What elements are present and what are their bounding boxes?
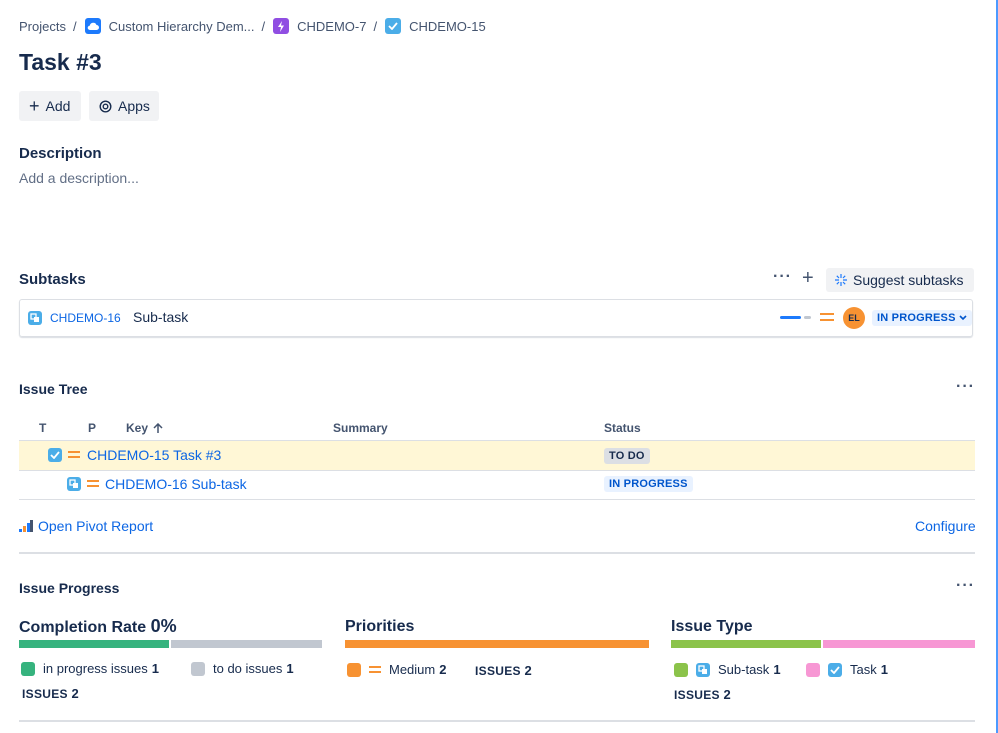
subtask-icon xyxy=(67,477,81,491)
priorities-issues-total: ISSUES 2 xyxy=(475,663,532,678)
suggest-subtasks-button[interactable]: Suggest subtasks xyxy=(826,268,974,292)
table-row[interactable]: CHDEMO-16 Sub-task IN PROGRESS xyxy=(19,471,975,500)
window-edge xyxy=(996,0,998,733)
completion-bar xyxy=(19,640,322,648)
breadcrumb-separator: / xyxy=(72,18,77,34)
assignee-avatar[interactable]: EL xyxy=(843,307,865,329)
column-header-key[interactable]: Key xyxy=(126,421,163,435)
legend-swatch xyxy=(21,661,35,676)
issue-progress-more-icon[interactable]: ··· xyxy=(956,577,975,594)
subtask-status-dropdown[interactable]: IN PROGRESS xyxy=(872,310,972,326)
column-header-type[interactable]: T xyxy=(39,421,47,435)
epic-icon xyxy=(273,18,290,34)
pivot-chart-icon xyxy=(19,519,33,533)
status-badge: TO DO xyxy=(604,448,650,464)
subtask-row[interactable]: CHDEMO-16 Sub-task EL IN PROGRESS xyxy=(19,299,973,337)
priorities-segment-medium[interactable] xyxy=(345,640,649,648)
legend-swatch xyxy=(191,661,205,676)
table-row[interactable]: CHDEMO-15 Task #3 TO DO xyxy=(19,441,975,470)
issue-link[interactable]: CHDEMO-16 Sub-task xyxy=(105,476,247,492)
priority-medium-icon xyxy=(820,312,834,322)
priorities-title: Priorities xyxy=(345,618,415,635)
completion-issues-total: ISSUES 2 xyxy=(22,686,79,701)
priority-medium-icon xyxy=(68,450,80,460)
legend-medium[interactable]: Medium 2 xyxy=(347,662,446,677)
issue-tree-heading: Issue Tree xyxy=(19,381,88,397)
open-pivot-report-link[interactable]: Open Pivot Report xyxy=(19,518,153,534)
sort-ascending-icon xyxy=(153,422,163,434)
issue-type-segment-subtask[interactable] xyxy=(671,640,821,648)
apps-icon xyxy=(99,99,112,113)
priority-medium-icon xyxy=(369,665,381,675)
issue-type-segment-task[interactable] xyxy=(823,640,975,648)
subtask-icon xyxy=(28,311,42,325)
subtask-icon xyxy=(696,662,710,677)
section-divider xyxy=(19,552,975,554)
table-divider xyxy=(19,499,975,500)
breadcrumb-separator: / xyxy=(373,18,378,34)
subtask-key-link[interactable]: CHDEMO-16 xyxy=(50,311,121,325)
table-divider xyxy=(19,470,975,471)
table-divider xyxy=(19,440,975,441)
breadcrumb-project[interactable]: Custom Hierarchy Dem... xyxy=(84,18,255,34)
configure-link[interactable]: Configure xyxy=(915,518,976,534)
subtask-progress-bar xyxy=(780,316,811,319)
add-subtask-icon[interactable]: + xyxy=(802,267,814,289)
legend-swatch xyxy=(347,662,361,677)
priorities-bar xyxy=(345,640,649,648)
legend-swatch xyxy=(674,662,688,677)
task-icon xyxy=(385,18,402,34)
task-icon xyxy=(48,448,62,462)
completion-segment-todo[interactable] xyxy=(170,640,322,648)
legend-in-progress[interactable]: in progress issues 1 xyxy=(21,661,159,676)
priority-medium-icon xyxy=(87,479,99,489)
breadcrumb: Projects / Custom Hierarchy Dem... / CHD… xyxy=(19,18,486,34)
add-button[interactable]: + Add xyxy=(19,91,81,121)
issue-progress-heading: Issue Progress xyxy=(19,580,120,596)
status-badge: IN PROGRESS xyxy=(604,476,693,492)
page-title: Task #3 xyxy=(19,49,102,75)
subtasks-heading: Subtasks xyxy=(19,271,86,288)
task-icon xyxy=(828,662,842,677)
cloud-project-icon xyxy=(84,18,101,34)
description-input[interactable]: Add a description... xyxy=(19,170,139,186)
legend-task[interactable]: Task 1 xyxy=(806,662,888,677)
subtask-summary[interactable]: Sub-task xyxy=(133,309,189,325)
plus-icon: + xyxy=(29,96,40,116)
completion-segment-in-progress[interactable] xyxy=(19,640,169,648)
column-header-status[interactable]: Status xyxy=(604,421,641,435)
breadcrumb-projects[interactable]: Projects xyxy=(19,18,66,34)
issue-tree-more-icon[interactable]: ··· xyxy=(956,378,975,395)
description-heading: Description xyxy=(19,145,102,162)
apps-button[interactable]: Apps xyxy=(89,91,159,121)
issue-link[interactable]: CHDEMO-15 Task #3 xyxy=(87,447,222,463)
issue-type-issues-total: ISSUES 2 xyxy=(674,687,731,702)
completion-rate-value: 0% xyxy=(150,616,177,636)
breadcrumb-epic[interactable]: CHDEMO-7 xyxy=(273,18,366,34)
subtasks-more-icon[interactable]: ··· xyxy=(773,268,792,285)
column-header-summary[interactable]: Summary xyxy=(333,421,388,435)
chevron-down-icon xyxy=(959,315,967,321)
legend-todo[interactable]: to do issues 1 xyxy=(191,661,294,676)
breadcrumb-separator: / xyxy=(261,18,266,34)
completion-rate-title: Completion Rate 0% xyxy=(19,616,177,636)
legend-swatch xyxy=(806,662,820,677)
issue-type-title: Issue Type xyxy=(671,618,753,635)
breadcrumb-task[interactable]: CHDEMO-15 xyxy=(385,18,486,34)
sparkle-icon xyxy=(835,274,847,286)
legend-subtask[interactable]: Sub-task 1 xyxy=(674,662,781,677)
section-divider xyxy=(19,720,975,722)
column-header-priority[interactable]: P xyxy=(88,421,97,435)
issue-type-bar xyxy=(671,640,975,648)
